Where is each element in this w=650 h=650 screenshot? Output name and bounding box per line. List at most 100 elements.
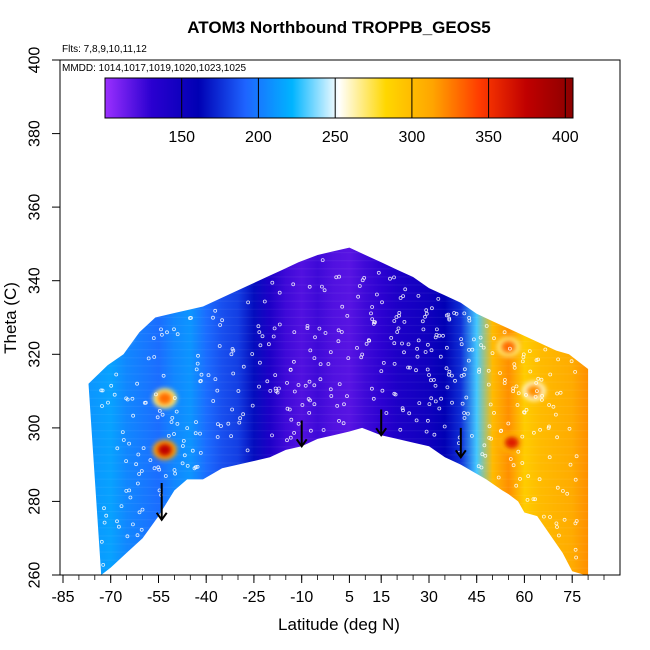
observation-point <box>462 411 467 415</box>
observation-point <box>211 399 216 403</box>
observation-point <box>117 524 121 529</box>
observation-point <box>319 284 324 289</box>
observation-point <box>211 315 215 320</box>
observation-point <box>548 372 553 377</box>
observation-point <box>466 358 471 363</box>
observation-point <box>172 468 177 472</box>
observation-point <box>514 483 519 488</box>
observation-point <box>100 404 104 408</box>
observation-point <box>512 365 517 370</box>
observation-point <box>462 311 467 316</box>
observation-point <box>112 392 117 397</box>
observation-point <box>215 388 220 393</box>
observation-point <box>459 337 464 342</box>
observation-point <box>502 330 507 335</box>
observation-point <box>393 392 398 397</box>
observation-point <box>434 332 439 337</box>
observation-point <box>296 421 301 426</box>
observation-point <box>521 352 526 357</box>
observation-point <box>462 416 467 420</box>
observation-point <box>479 343 483 348</box>
observation-point <box>318 377 323 382</box>
colorbar-tick-label: 300 <box>399 129 426 146</box>
observation-point <box>433 399 438 404</box>
observation-point <box>250 352 255 356</box>
observation-point <box>266 342 271 347</box>
observation-point <box>135 533 140 538</box>
observation-point <box>166 433 171 438</box>
observation-point <box>199 372 204 377</box>
observation-point <box>115 519 119 524</box>
observation-point <box>289 417 294 422</box>
observation-point <box>159 327 163 332</box>
observation-point <box>376 270 381 275</box>
observation-point <box>437 406 442 411</box>
observation-point <box>568 462 573 467</box>
observation-point <box>300 403 305 407</box>
observation-point <box>379 369 384 374</box>
observation-point <box>291 282 296 287</box>
observation-point <box>512 362 517 367</box>
observation-point <box>420 319 425 324</box>
observation-point <box>134 462 139 467</box>
observation-point <box>336 339 341 344</box>
tropopause-arrow-0 <box>155 483 168 522</box>
observation-point <box>555 435 559 440</box>
observation-point <box>287 407 292 412</box>
observation-point <box>137 510 142 515</box>
observation-point <box>139 527 144 532</box>
observation-point <box>439 396 444 401</box>
observation-point <box>469 433 474 438</box>
observation-point <box>345 394 349 399</box>
observation-point <box>429 396 434 401</box>
observation-point <box>237 420 242 425</box>
observation-point <box>427 402 432 407</box>
observation-point <box>104 513 109 518</box>
observation-point <box>236 389 241 393</box>
observation-point <box>340 304 345 309</box>
observation-point <box>514 384 519 389</box>
observation-point <box>357 284 362 288</box>
observation-point <box>527 349 532 354</box>
observation-point <box>431 377 436 382</box>
observation-point <box>101 563 106 567</box>
observation-point <box>360 278 365 283</box>
x-tick-label: 15 <box>372 589 390 606</box>
observation-point <box>312 356 317 361</box>
observation-point <box>400 406 405 411</box>
observation-point <box>198 431 202 436</box>
observation-point <box>262 299 267 304</box>
observation-point <box>444 366 449 371</box>
observation-point <box>489 436 494 441</box>
observation-point <box>477 369 481 374</box>
observation-point <box>532 430 536 435</box>
observation-point <box>480 452 485 457</box>
observation-point <box>115 446 120 451</box>
observation-point <box>229 352 234 357</box>
observation-point <box>442 424 447 429</box>
observation-point <box>424 429 429 434</box>
colorbar-tick-label: 400 <box>552 129 579 146</box>
observation-point <box>555 391 559 396</box>
observation-point <box>522 410 526 415</box>
observation-point <box>102 506 106 511</box>
observation-point <box>452 311 457 315</box>
observation-point <box>421 327 426 332</box>
observation-point <box>231 371 236 376</box>
observation-point <box>250 403 255 408</box>
observation-point <box>181 438 186 443</box>
observation-point <box>99 539 104 544</box>
observation-point <box>520 434 525 439</box>
observation-point <box>172 327 176 332</box>
observation-point <box>100 388 105 393</box>
observation-point <box>238 416 243 421</box>
observation-point <box>335 403 340 408</box>
colorbar: 150 200 250 300 350 400 <box>104 77 579 146</box>
x-tick-label: 45 <box>468 589 486 606</box>
observation-point <box>425 418 430 423</box>
observation-point <box>516 449 521 454</box>
observation-point <box>492 410 496 415</box>
observation-point <box>141 446 146 451</box>
observation-point <box>561 488 565 493</box>
